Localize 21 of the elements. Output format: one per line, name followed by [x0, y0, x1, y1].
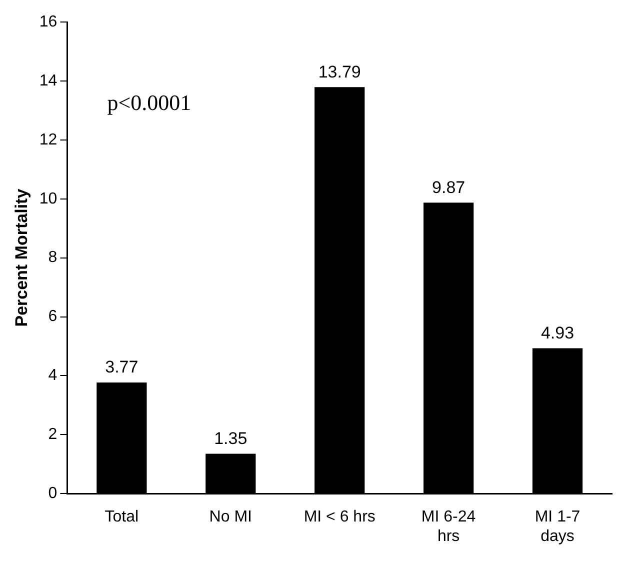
y-tick-label: 12: [39, 131, 58, 148]
data-label: 13.79: [318, 62, 361, 82]
annotation: p<0.0001: [107, 90, 192, 115]
x-tick-label: MI 6-24 hrs: [421, 508, 476, 545]
y-tick-label: 16: [39, 13, 58, 30]
data-label: 3.77: [105, 358, 138, 377]
x-tick-label: No MI: [209, 508, 252, 526]
x-tick-label: MI < 6 hrs: [304, 508, 376, 526]
y-tick-label: 2: [48, 426, 58, 444]
y-axis-title: Percent Mortality: [12, 188, 31, 327]
y-tick-label: 6: [48, 308, 58, 326]
y-tick-label: 0: [48, 485, 58, 502]
y-tick-label: 14: [39, 72, 58, 90]
y-tick-label: 4: [48, 367, 58, 384]
y-tick-label: 8: [48, 249, 58, 266]
x-tick-label: Total: [104, 508, 139, 526]
x-tick-label: MI 1-7 days: [534, 508, 580, 545]
data-label: 9.87: [432, 178, 466, 197]
data-label: 1.35: [214, 428, 248, 448]
data-label: 4.93: [540, 323, 574, 342]
y-tick-label: 10: [39, 190, 58, 208]
